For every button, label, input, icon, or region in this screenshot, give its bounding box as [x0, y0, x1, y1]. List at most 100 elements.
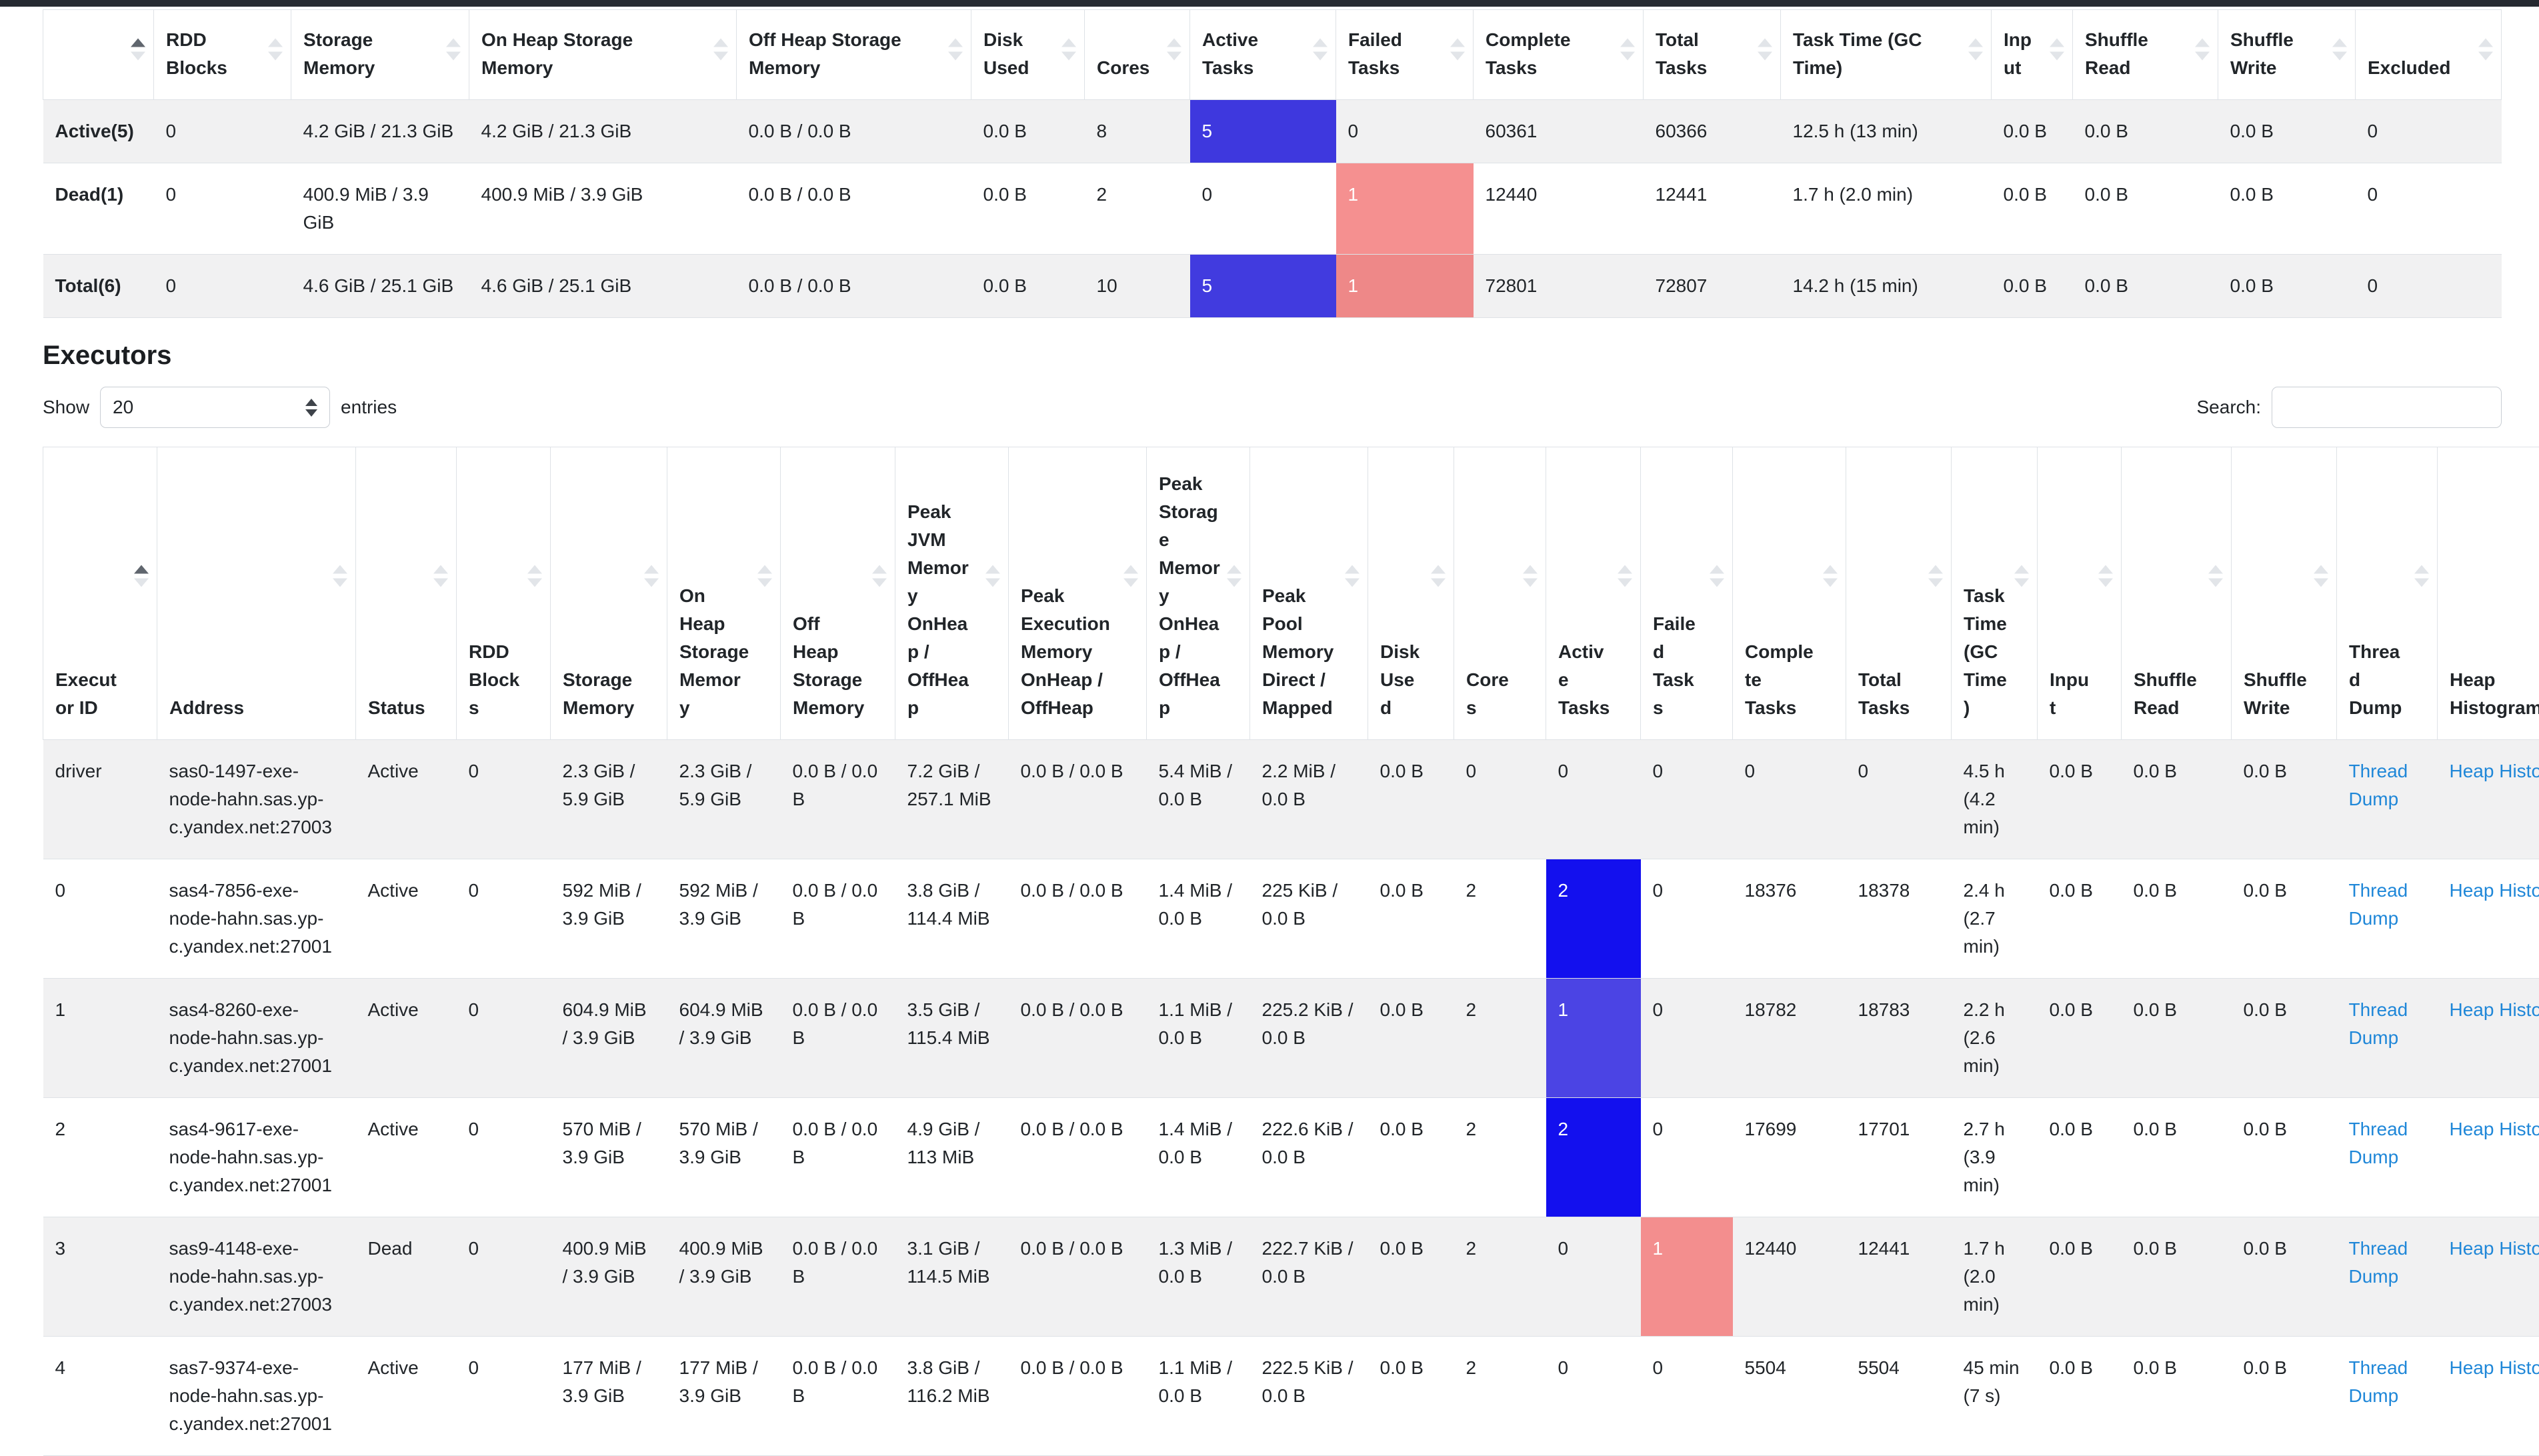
cell-peak-storage-memory-onheap-offheap: 1.4 MiB / 0.0 B [1147, 859, 1250, 979]
col-header-complete-tasks[interactable]: Complete Tasks [1474, 10, 1644, 100]
col-header-label: Complete Tasks [1745, 641, 1814, 718]
sort-arrows-icon [985, 565, 1000, 587]
col-header-storage-memory[interactable]: Storage Memory [291, 10, 469, 100]
cell-shuffle-write: 0.0 B [2232, 1217, 2337, 1337]
col-header-address[interactable]: Address [157, 447, 356, 740]
cell-complete-tasks: 72801 [1474, 255, 1644, 318]
sort-arrows-icon [333, 565, 347, 587]
col-header-excluded[interactable]: Excluded [2356, 10, 2502, 100]
cell-executor-id: 1 [43, 979, 157, 1098]
cell-shuffle-write: 0.0 B [2232, 740, 2337, 859]
heap-histogram-link[interactable]: Heap Histogram [2450, 1119, 2539, 1139]
col-header-off-heap-storage-memory[interactable]: Off Heap Storage Memory [781, 447, 895, 740]
cell-total-tasks: 18783 [1846, 979, 1952, 1098]
col-header-label: RDD Blocks [469, 641, 519, 718]
col-header-failed-tasks[interactable]: Failed Tasks [1641, 447, 1733, 740]
thread-dump-link[interactable]: Thread Dump [2349, 1357, 2408, 1406]
heap-histogram-link[interactable]: Heap Histogram [2450, 1357, 2539, 1378]
cell-peak-storage-memory-onheap-offheap: 1.4 MiB / 0.0 B [1147, 1098, 1250, 1217]
cell-off-heap-storage-memory: 0.0 B / 0.0 B [781, 979, 895, 1098]
col-header-cores[interactable]: Cores [1454, 447, 1546, 740]
col-header-label: Cores [1097, 57, 1149, 78]
col-header-cores[interactable]: Cores [1085, 10, 1190, 100]
cell-disk-used: 0.0 B [971, 163, 1085, 255]
cell-heap-histogram: Heap Histogram [2438, 1337, 2539, 1456]
col-header-peak-execution-memory-onheap-offheap[interactable]: Peak Execution Memory OnHeap / OffHeap [1009, 447, 1147, 740]
sort-arrows-icon [446, 38, 461, 60]
col-header-rdd-blocks[interactable]: RDD Blocks [457, 447, 551, 740]
thread-dump-link[interactable]: Thread Dump [2349, 761, 2408, 809]
cell-input: 0.0 B [1992, 100, 2073, 163]
col-header-peak-pool-memory-direct-mapped[interactable]: Peak Pool Memory Direct / Mapped [1250, 447, 1368, 740]
heap-histogram-link[interactable]: Heap Histogram [2450, 999, 2539, 1020]
cell-storage-memory: 604.9 MiB / 3.9 GiB [551, 979, 667, 1098]
cell-excluded: 0 [2356, 255, 2502, 318]
cell-total-tasks: 17701 [1846, 1098, 1952, 1217]
cell-on-heap-storage-memory: 4.6 GiB / 25.1 GiB [469, 255, 737, 318]
thread-dump-link[interactable]: Thread Dump [2349, 880, 2408, 929]
cell-task-time-gc-time: 4.5 h (4.2 min) [1952, 740, 2038, 859]
cell-active-tasks: 2 [1546, 1098, 1641, 1217]
col-header-complete-tasks[interactable]: Complete Tasks [1733, 447, 1846, 740]
col-header-disk-used[interactable]: Disk Used [971, 10, 1085, 100]
col-header-executor-id[interactable]: Executor ID [43, 447, 157, 740]
cell-heap-histogram: Heap Histogram [2438, 979, 2539, 1098]
col-header-rdd-blocks[interactable]: RDD Blocks [154, 10, 291, 100]
col-header-storage-memory[interactable]: Storage Memory [551, 447, 667, 740]
cell-address: sas0-1497-exe-node-hahn.sas.yp-c.yandex.… [157, 740, 356, 859]
col-header-status[interactable]: Status [356, 447, 457, 740]
cell-peak-pool-memory-direct-mapped: 225 KiB / 0.0 B [1250, 859, 1368, 979]
col-header-row-label[interactable] [43, 10, 154, 100]
col-header-total-tasks[interactable]: Total Tasks [1644, 10, 1781, 100]
col-header-task-time-gc-time[interactable]: Task Time (GC Time) [1781, 10, 1992, 100]
search-input[interactable] [2272, 387, 2502, 428]
col-header-total-tasks[interactable]: Total Tasks [1846, 447, 1952, 740]
cell-status: Active [356, 859, 457, 979]
col-header-task-time-gc-time[interactable]: Task Time (GC Time) [1952, 447, 2038, 740]
col-header-input[interactable]: Input [2038, 447, 2122, 740]
col-header-failed-tasks[interactable]: Failed Tasks [1336, 10, 1474, 100]
col-header-shuffle-write[interactable]: Shuffle Write [2232, 447, 2337, 740]
col-header-shuffle-read[interactable]: Shuffle Read [2073, 10, 2218, 100]
col-header-shuffle-read[interactable]: Shuffle Read [2122, 447, 2232, 740]
sort-arrows-icon [872, 565, 887, 587]
cell-complete-tasks: 5504 [1733, 1337, 1846, 1456]
cell-row-label: Active(5) [43, 100, 154, 163]
col-header-shuffle-write[interactable]: Shuffle Write [2218, 10, 2356, 100]
col-header-on-heap-storage-memory[interactable]: On Heap Storage Memory [667, 447, 781, 740]
cell-peak-pool-memory-direct-mapped: 222.5 KiB / 0.0 B [1250, 1337, 1368, 1456]
col-header-peak-jvm-memory-onheap-offheap[interactable]: Peak JVM Memory OnHeap / OffHeap [895, 447, 1009, 740]
cell-peak-storage-memory-onheap-offheap: 5.4 MiB / 0.0 B [1147, 740, 1250, 859]
cell-complete-tasks: 18376 [1733, 859, 1846, 979]
heap-histogram-link[interactable]: Heap Histogram [2450, 761, 2539, 781]
thread-dump-link[interactable]: Thread Dump [2349, 1119, 2408, 1167]
col-header-label: Active Tasks [1202, 29, 1258, 78]
search-control: Search: [2197, 387, 2502, 428]
thread-dump-link[interactable]: Thread Dump [2349, 1238, 2408, 1287]
col-header-on-heap-storage-memory[interactable]: On Heap Storage Memory [469, 10, 737, 100]
heap-histogram-link[interactable]: Heap Histogram [2450, 880, 2539, 901]
col-header-input[interactable]: Input [1992, 10, 2073, 100]
sort-arrows-icon [1061, 38, 1076, 60]
col-header-active-tasks[interactable]: Active Tasks [1546, 447, 1641, 740]
thread-dump-link[interactable]: Thread Dump [2349, 999, 2408, 1048]
heap-histogram-link[interactable]: Heap Histogram [2450, 1238, 2539, 1259]
col-header-off-heap-storage-memory[interactable]: Off Heap Storage Memory [737, 10, 971, 100]
col-header-peak-storage-memory-onheap-offheap[interactable]: Peak Storage Memory OnHeap / OffHeap [1147, 447, 1250, 740]
cell-shuffle-read: 0.0 B [2122, 1098, 2232, 1217]
cell-complete-tasks: 18782 [1733, 979, 1846, 1098]
cell-total-tasks: 18378 [1846, 859, 1952, 979]
cell-status: Dead [356, 1217, 457, 1337]
col-header-heap-histogram[interactable]: Heap Histogram [2438, 447, 2539, 740]
cell-status: Active [356, 979, 457, 1098]
cell-off-heap-storage-memory: 0.0 B / 0.0 B [737, 163, 971, 255]
col-header-disk-used[interactable]: Disk Used [1368, 447, 1454, 740]
col-header-thread-dump[interactable]: Thread Dump [2337, 447, 2438, 740]
col-header-active-tasks[interactable]: Active Tasks [1190, 10, 1336, 100]
page-size-select[interactable]: 20 [100, 387, 330, 428]
